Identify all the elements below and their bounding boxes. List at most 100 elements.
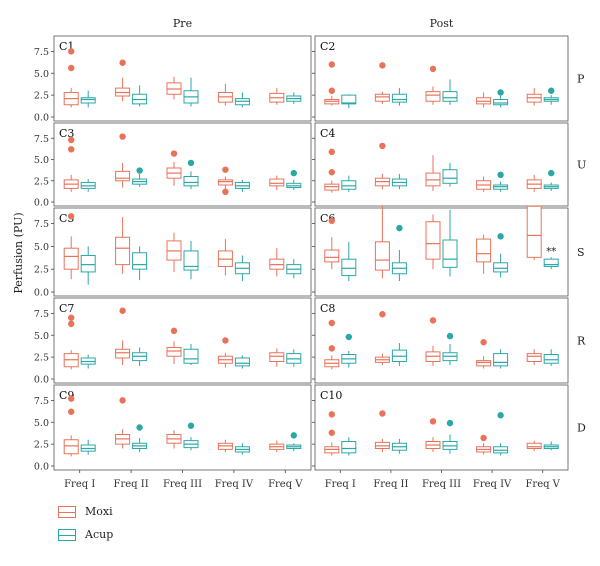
- acup-box: [543, 182, 559, 191]
- box-iqr: [63, 247, 79, 270]
- moxi-outlier: [119, 397, 126, 404]
- acup-box: [493, 443, 509, 456]
- y-axis-title: Perfusion (PU): [12, 212, 25, 293]
- moxi-box: [526, 440, 542, 452]
- moxi-outlier: [119, 307, 126, 314]
- moxi-box: [217, 352, 233, 368]
- box-iqr: [442, 239, 458, 268]
- acup-box: [132, 173, 148, 187]
- moxi-box: [526, 205, 542, 261]
- y-tick-label: 7.5: [34, 309, 49, 320]
- column-label-post: Post: [430, 17, 454, 30]
- moxi-box: [269, 248, 285, 277]
- moxi-outlier: [68, 395, 75, 402]
- moxi-box: [526, 88, 542, 106]
- box-iqr: [442, 91, 458, 102]
- acup-box: [183, 344, 199, 365]
- moxi-outlier: [429, 317, 437, 324]
- acup-box: [543, 349, 559, 366]
- moxi-outlier: [68, 136, 75, 144]
- panel-frame: [314, 122, 569, 207]
- moxi-outlier: [170, 327, 178, 335]
- box-iqr: [425, 91, 441, 102]
- moxi-outlier: [328, 217, 335, 225]
- acup-box: [341, 241, 357, 282]
- panel-c4: C4: [312, 122, 569, 207]
- acup-box: [493, 253, 509, 278]
- acup-box: [80, 179, 96, 192]
- moxi-box: [476, 234, 492, 274]
- moxi-box: [269, 348, 285, 367]
- legend-acup-swatch: [58, 529, 76, 541]
- moxi-outlier: [328, 169, 335, 176]
- moxi-outlier: [68, 48, 75, 55]
- acup-outlier: [187, 159, 195, 167]
- moxi-box: [374, 91, 390, 104]
- row-label-u: U: [577, 159, 586, 172]
- y-tick-label: 7.5: [34, 396, 49, 407]
- acup-box: [341, 437, 357, 456]
- acup-outlier: [548, 87, 555, 94]
- panel-label: C2: [320, 40, 335, 53]
- moxi-outlier: [379, 311, 386, 318]
- moxi-outlier: [328, 87, 335, 94]
- column-label-pre: Pre: [173, 17, 192, 30]
- box-iqr: [115, 236, 131, 266]
- acup-outlier: [136, 424, 143, 431]
- box-iqr: [269, 178, 285, 187]
- legend-acup-label: Acup: [85, 528, 114, 541]
- panel-frame: [314, 35, 569, 122]
- moxi-outlier: [328, 148, 335, 156]
- acup-box: [341, 94, 357, 109]
- box-iqr: [425, 221, 441, 260]
- acup-box: [442, 209, 458, 277]
- box-iqr: [341, 441, 357, 454]
- moxi-box: [63, 88, 79, 108]
- box-iqr: [324, 249, 340, 263]
- x-tick-label: Freq I: [325, 479, 356, 490]
- x-tick-label: Freq II: [373, 479, 408, 490]
- y-tick-label: 7.5: [34, 219, 49, 230]
- y-tick-label: 5.0: [34, 331, 49, 342]
- panel-c10: C10: [312, 384, 569, 471]
- moxi-outlier: [68, 64, 75, 72]
- acup-outlier: [446, 419, 454, 427]
- acup-box: [234, 92, 250, 108]
- panel-label: C7: [59, 302, 74, 315]
- y-tick-label: 5.0: [34, 418, 49, 429]
- panel-c9: C90.02.55.07.5: [34, 384, 312, 473]
- acup-box: [286, 259, 302, 279]
- moxi-outlier: [480, 434, 487, 442]
- moxi-box: [324, 355, 340, 370]
- y-tick-label: 2.5: [34, 353, 49, 364]
- panel-frame: [53, 35, 312, 122]
- acup-box: [183, 240, 199, 280]
- moxi-outlier: [328, 411, 335, 418]
- moxi-outlier: [328, 61, 335, 68]
- acup-outlier: [548, 169, 555, 177]
- moxi-box: [425, 214, 441, 270]
- panel-c5: C50.02.55.07.5: [34, 207, 312, 299]
- row-label-d: D: [577, 422, 586, 435]
- box-iqr: [115, 348, 131, 359]
- acup-box: [132, 85, 148, 107]
- panel-label: C4: [320, 127, 335, 140]
- acup-outlier: [290, 169, 297, 177]
- y-tick-label: 0.0: [34, 198, 49, 209]
- x-tick-label: Freq V: [268, 479, 303, 490]
- moxi-box: [374, 173, 390, 190]
- moxi-box: [324, 237, 340, 270]
- box-iqr: [115, 170, 131, 182]
- y-tick-label: 0.0: [34, 375, 49, 386]
- acup-outlier: [497, 89, 504, 96]
- moxi-box: [115, 162, 131, 188]
- y-tick-label: 5.0: [34, 69, 49, 80]
- acup-box: [493, 181, 509, 192]
- acup-box: [391, 438, 407, 454]
- acup-box: [391, 88, 407, 106]
- panel-frame: [53, 207, 312, 297]
- moxi-box: [324, 96, 340, 106]
- box-iqr: [80, 97, 96, 104]
- y-tick-label: 5.0: [34, 155, 49, 166]
